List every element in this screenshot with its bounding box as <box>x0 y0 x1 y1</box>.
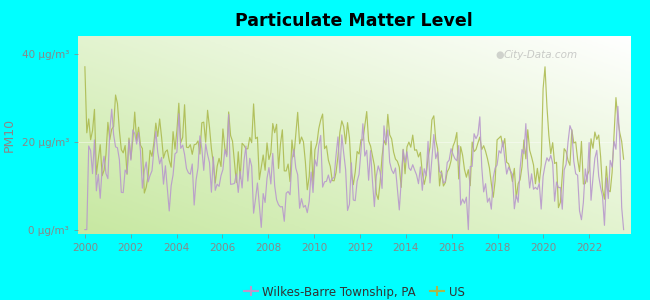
Legend: Wilkes-Barre Township, PA, US: Wilkes-Barre Township, PA, US <box>239 281 470 300</box>
Y-axis label: PM10: PM10 <box>3 118 16 152</box>
Text: ●: ● <box>495 50 504 60</box>
Title: Particulate Matter Level: Particulate Matter Level <box>235 12 473 30</box>
Text: City-Data.com: City-Data.com <box>503 50 578 60</box>
